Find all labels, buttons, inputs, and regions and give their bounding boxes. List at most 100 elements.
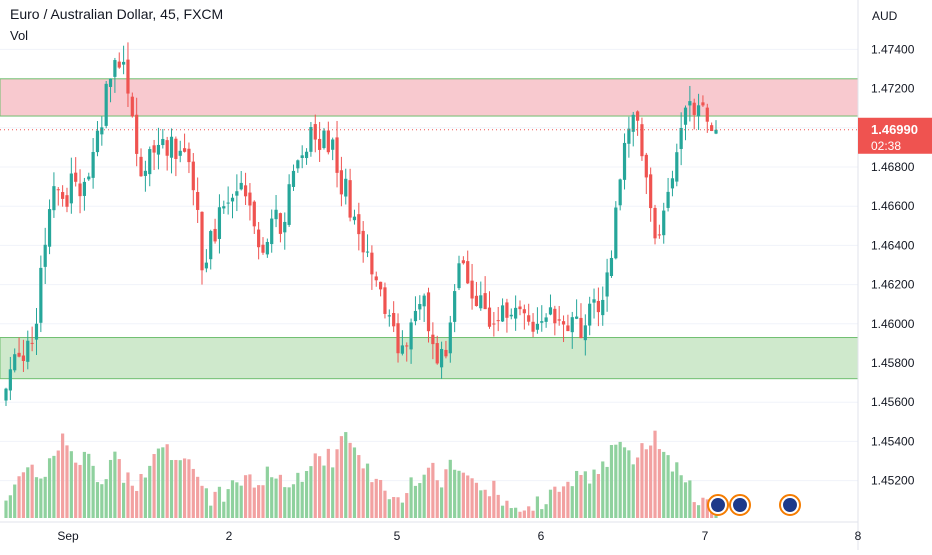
candle-body <box>30 342 34 344</box>
candle-body <box>431 334 435 345</box>
volume-bar <box>527 506 531 518</box>
volume-bar <box>100 484 104 518</box>
y-tick-label: 1.46000 <box>871 317 915 331</box>
candle-body <box>653 207 657 239</box>
volume-bar <box>505 500 509 518</box>
volume-bar <box>287 487 291 518</box>
candle-body <box>383 287 387 314</box>
candle-body <box>596 300 600 313</box>
volume-bar <box>614 444 618 518</box>
volume-bar <box>570 486 574 518</box>
volume-bar <box>466 475 470 518</box>
candle-body <box>609 257 614 277</box>
volume-bar <box>453 469 457 518</box>
volume-bar <box>200 485 204 518</box>
candle-body <box>95 130 100 153</box>
candle-body <box>379 281 383 290</box>
volume-bar <box>61 433 65 518</box>
volume-bar <box>204 488 208 518</box>
y-tick-label: 1.47200 <box>871 82 915 96</box>
candle-body <box>714 129 718 134</box>
volume-bar <box>257 485 261 518</box>
volume-bar <box>104 479 108 518</box>
volume-bar <box>318 456 322 518</box>
volume-bar <box>666 455 670 518</box>
candle-body <box>588 303 592 326</box>
candle-body <box>187 148 191 163</box>
x-tick-label: Sep <box>57 529 79 543</box>
candle-body <box>318 138 322 150</box>
volume-bar <box>239 485 243 518</box>
candle-body <box>439 348 444 368</box>
volume-bar <box>26 467 30 518</box>
candle-body <box>217 207 222 239</box>
current-price-label: 1.46990 <box>871 122 918 137</box>
volume-bar <box>579 475 583 518</box>
candle-body <box>575 316 579 319</box>
event-flag-icon <box>729 494 751 516</box>
volume-bar <box>431 462 435 518</box>
candle-body <box>392 313 396 327</box>
candle-body <box>169 136 174 158</box>
candle-body <box>43 244 47 267</box>
volume-bar <box>522 510 526 518</box>
volume-bar <box>405 493 409 518</box>
candle-body <box>461 260 465 264</box>
volume-bar <box>361 468 365 518</box>
candle-body <box>204 262 208 269</box>
candle-body <box>165 140 169 156</box>
volume-bar <box>95 482 100 518</box>
volume-bar <box>479 490 483 518</box>
candle-body <box>361 230 365 253</box>
candlesticks <box>4 42 718 407</box>
candle-body <box>200 211 204 271</box>
candle-body <box>104 83 108 126</box>
candle-body <box>252 201 256 227</box>
candle-body <box>52 186 56 211</box>
volume-bar <box>653 430 657 518</box>
volume-bar <box>39 478 43 518</box>
volume-bar <box>544 504 548 518</box>
candle-body <box>514 307 518 319</box>
volume-bar <box>161 447 165 518</box>
price-zones <box>0 78 859 380</box>
volume-bar <box>17 476 21 518</box>
volume-bar <box>635 457 640 518</box>
candle-body <box>26 340 30 362</box>
volume-bar <box>422 474 426 518</box>
candle-body <box>688 101 692 106</box>
candle-body <box>474 295 479 307</box>
price-tag <box>858 117 932 154</box>
candle-body <box>39 267 43 323</box>
volume-bar <box>291 484 296 518</box>
volume-bar <box>331 467 335 518</box>
candle-body <box>535 323 540 330</box>
candle-body <box>679 128 683 149</box>
candle-body <box>213 228 217 242</box>
volume-bar <box>352 447 357 518</box>
volume-bar <box>540 509 544 518</box>
volume-bar <box>309 466 313 518</box>
candle-body <box>270 218 274 245</box>
candle-body <box>435 343 439 364</box>
candle-body <box>365 251 370 253</box>
candle-body <box>278 213 283 234</box>
volume-bar <box>108 459 113 518</box>
candle-body <box>74 172 78 182</box>
volume-bar <box>117 459 121 518</box>
candle-body <box>300 155 304 158</box>
candle-body <box>544 317 548 322</box>
volume-bar <box>496 494 500 518</box>
volume-bar <box>374 478 378 518</box>
volume-bar <box>392 497 396 518</box>
candle-body <box>400 345 404 354</box>
candle-body <box>344 178 348 197</box>
volume-bar <box>657 449 661 518</box>
candle-body <box>122 61 126 65</box>
candle-body <box>696 105 701 117</box>
candle-body <box>235 191 239 196</box>
volume-bar <box>548 489 553 518</box>
